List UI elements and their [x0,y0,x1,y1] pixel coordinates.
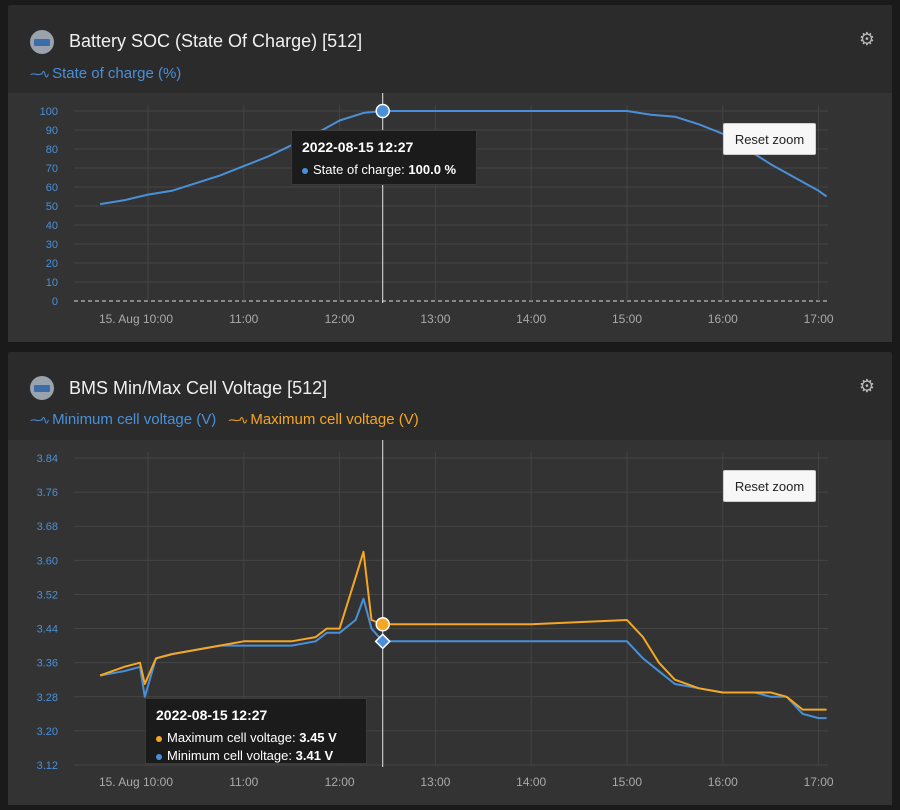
y-tick-label: 3.84 [37,453,58,465]
tooltip-title: 2022-08-15 12:27 [156,707,268,723]
y-tick-label: 0 [52,296,58,308]
x-tick-label: 16:00 [708,775,738,789]
x-tick-label: 11:00 [229,312,258,326]
x-tick-label: 16:00 [708,312,738,326]
y-tick-label: 90 [46,125,58,137]
soc-panel: Battery SOC (State Of Charge) [512] ⚙ ⁓∿… [8,5,892,342]
series-dot-icon [156,735,162,742]
series-dot-icon [156,753,162,760]
bms-chart-svg[interactable]: 3.12 3.20 3.28 3.36 3.44 3.52 3.60 3.68 3.76 3.84… [8,440,892,805]
x-tick-label: 17:00 [804,312,834,326]
tooltip-row: Minimum cell voltage: 3.41 V [156,747,356,765]
tooltip-title: 2022-08-15 12:27 [302,139,414,155]
y-tick-label: 10 [46,277,58,289]
x-tick-label: 15. Aug 10:00 [99,775,173,789]
tooltip-value: 3.41 V [295,748,334,763]
legend-item-max[interactable]: ⁓∿ Maximum cell voltage (V) [228,411,418,428]
x-tick-label: 12:00 [325,312,355,326]
x-tick-label: 15:00 [612,312,642,326]
y-tick-label: 3.20 [37,726,58,738]
chart-legend: ⁓∿ Minimum cell voltage (V) ⁓∿ Maximum c… [30,411,419,428]
panel-title: Battery SOC (State Of Charge) [512] [69,31,363,51]
x-tick-label: 15. Aug 10:00 [99,312,173,326]
chart-tooltip: 2022-08-15 12:27 State of charge: 100.0 … [291,130,477,185]
y-tick-label: 3.76 [37,487,58,499]
legend-label: Minimum cell voltage (V) [52,411,217,428]
tooltip-row: State of charge: 100.0 % [302,161,466,179]
panel-header: BMS Min/Max Cell Voltage [512] ⚙ [8,352,892,412]
reset-zoom-button[interactable]: Reset zoom [723,123,816,155]
tooltip-value: 3.45 V [299,730,337,745]
x-tick-label: 14:00 [516,775,546,789]
x-tick-label: 17:00 [804,775,834,789]
y-tick-label: 3.60 [37,555,58,567]
hover-marker [375,103,390,119]
y-tick-label: 3.44 [37,624,58,636]
y-tick-label: 80 [46,144,58,156]
y-tick-label: 50 [46,201,58,213]
gear-icon[interactable]: ⚙ [858,376,875,396]
hover-marker [375,617,390,632]
line-swatch-icon: ⁓∿ [228,412,248,427]
x-tick-label: 11:00 [229,775,258,789]
y-tick-label: 3.68 [37,521,58,533]
series-dot-icon [302,167,308,174]
reset-zoom-button[interactable]: Reset zoom [723,470,816,502]
x-tick-label: 15:00 [612,775,642,789]
tooltip-label: State of charge: [313,162,405,177]
tooltip-row: Maximum cell voltage: 3.45 V [156,729,356,747]
y-tick-label: 30 [46,239,58,251]
legend-item-min[interactable]: ⁓∿ Minimum cell voltage (V) [30,411,216,428]
line-swatch-icon: ⁓∿ [30,412,50,427]
battery-device-icon [30,30,54,54]
y-tick-label: 3.12 [37,760,58,772]
battery-device-icon [30,376,54,400]
chart-tooltip: 2022-08-15 12:27 Maximum cell voltage: 3… [145,698,367,764]
y-tick-label: 3.36 [37,658,58,670]
bms-panel: BMS Min/Max Cell Voltage [512] ⚙ ⁓∿ Mini… [8,352,892,805]
legend-label: Maximum cell voltage (V) [250,411,419,428]
chart-legend: ⁓∿ State of charge (%) [30,65,181,82]
x-tick-label: 13:00 [420,775,450,789]
soc-chart-svg[interactable]: 0 10 20 30 40 50 60 70 80 90 100 15. Aug 10:00 11:00… [8,93,892,342]
y-tick-label: 40 [46,220,58,232]
tooltip-label: Maximum cell voltage: [167,730,296,745]
legend-label: State of charge (%) [52,65,182,82]
line-swatch-icon: ⁓∿ [30,66,50,81]
x-tick-label: 13:00 [420,312,450,326]
y-tick-label: 70 [46,163,58,175]
x-tick-label: 12:00 [325,775,355,789]
legend-item-soc[interactable]: ⁓∿ State of charge (%) [30,65,181,82]
max-voltage-line [99,550,827,711]
y-tick-label: 100 [40,106,58,118]
hover-marker [374,633,391,650]
tooltip-value: 100.0 % [408,162,457,177]
y-tick-label: 3.52 [37,589,58,601]
gear-icon[interactable]: ⚙ [858,29,875,49]
y-tick-label: 20 [46,258,58,270]
panel-header: Battery SOC (State Of Charge) [512] ⚙ [8,5,892,65]
x-tick-label: 14:00 [516,312,546,326]
tooltip-label: Minimum cell voltage: [167,748,292,763]
panel-title: BMS Min/Max Cell Voltage [512] [69,378,328,398]
y-tick-label: 60 [46,182,58,194]
y-tick-label: 3.28 [37,692,58,704]
